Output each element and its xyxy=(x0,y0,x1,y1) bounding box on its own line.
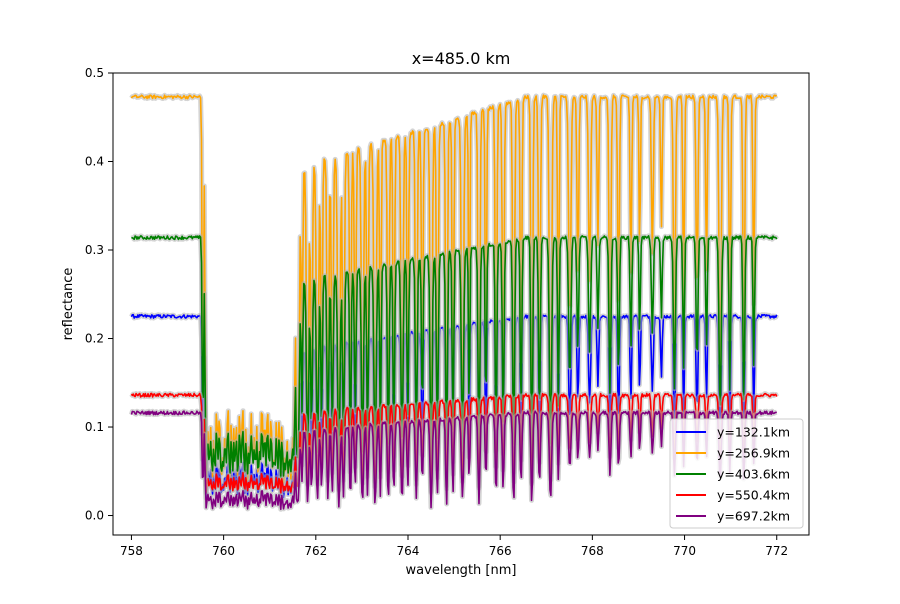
legend-label: y=697.2km xyxy=(717,509,790,524)
y-tick-label: 0.0 xyxy=(85,509,104,523)
x-axis-label: wavelength [nm] xyxy=(406,563,517,578)
x-tick-label: 768 xyxy=(581,544,604,558)
y-tick-label: 0.1 xyxy=(85,420,104,434)
x-tick-label: 770 xyxy=(673,544,696,558)
x-tick-label: 766 xyxy=(489,544,512,558)
series-line xyxy=(130,94,778,486)
x-tick-label: 762 xyxy=(304,544,327,558)
series-layer xyxy=(129,92,780,512)
x-tick-label: 760 xyxy=(212,544,235,558)
series-line xyxy=(131,235,778,479)
plot-frame xyxy=(112,72,810,536)
y-tick-label: 0.5 xyxy=(85,66,104,80)
y-tick-label: 0.3 xyxy=(85,243,104,257)
legend-label: y=256.9km xyxy=(717,446,790,461)
legend-label: y=550.4km xyxy=(717,488,790,503)
series-line xyxy=(130,410,777,511)
legend-label: y=403.6km xyxy=(717,467,790,482)
legend: y=132.1km y=256.9km y=403.6km y=550.4km y=69… xyxy=(669,418,804,529)
y-tick-label: 0.4 xyxy=(85,155,104,169)
y-axis-label: reflectance xyxy=(61,268,76,341)
legend-box xyxy=(669,418,804,529)
x-tick-label: 764 xyxy=(397,544,420,558)
legend-label: y=132.1km xyxy=(717,425,790,440)
y-tick-label: 0.2 xyxy=(85,332,104,346)
chart-title: x=485.0 km xyxy=(412,49,511,68)
x-tick-label: 772 xyxy=(765,544,788,558)
x-tick-label: 758 xyxy=(120,544,143,558)
axes-layer: 758 760 762 764 766 768 770 772 0.0 0.1 0.2 0.3 0.4 0… xyxy=(85,66,788,558)
